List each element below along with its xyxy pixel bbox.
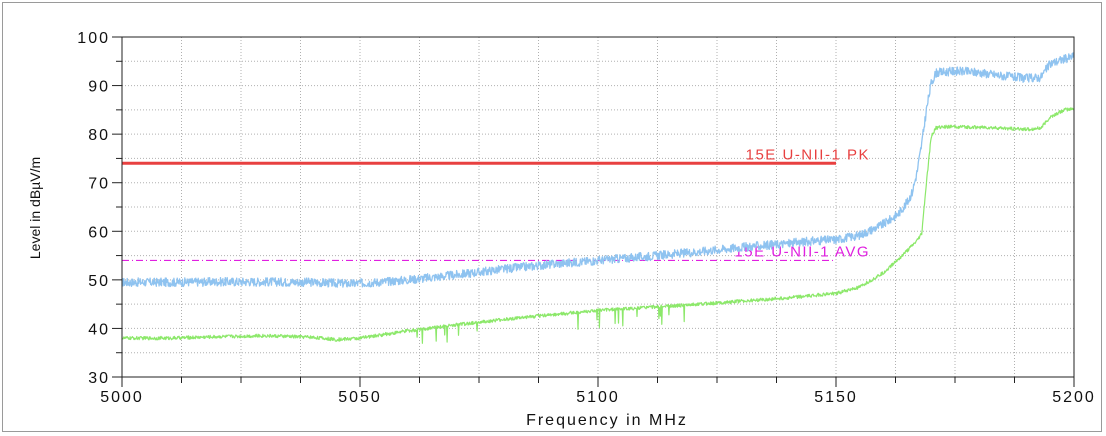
- y-tick-label: 30: [88, 370, 110, 387]
- x-tick-label: 5100: [576, 389, 620, 406]
- x-tick-label: 5200: [1052, 389, 1096, 406]
- y-tick-label: 70: [88, 176, 110, 193]
- series-line: [121, 52, 1075, 288]
- y-tick-label: 100: [77, 30, 110, 47]
- series-layer: [121, 52, 1075, 344]
- grid-layer: [121, 36, 1075, 378]
- y-tick-label: 40: [88, 321, 110, 338]
- series-line: [121, 107, 1075, 344]
- x-tick-label: 5150: [814, 389, 858, 406]
- limit-label: 15E U-NII-1 PK: [746, 146, 870, 163]
- x-tick-label: 5000: [100, 389, 144, 406]
- y-tick-label: 90: [88, 79, 110, 96]
- x-tick-label: 5050: [338, 389, 382, 406]
- y-tick-label: 50: [88, 273, 110, 290]
- y-axis-title: Level in dBµV/m: [27, 157, 43, 259]
- x-axis-title: Frequency in MHz: [526, 412, 688, 429]
- y-tick-label: 60: [88, 224, 110, 241]
- axis-layer: 30 40 50 60 70 80 90 100 5000 5050 5100 5150 5200: [77, 30, 1096, 406]
- y-tick-label: 80: [88, 127, 110, 144]
